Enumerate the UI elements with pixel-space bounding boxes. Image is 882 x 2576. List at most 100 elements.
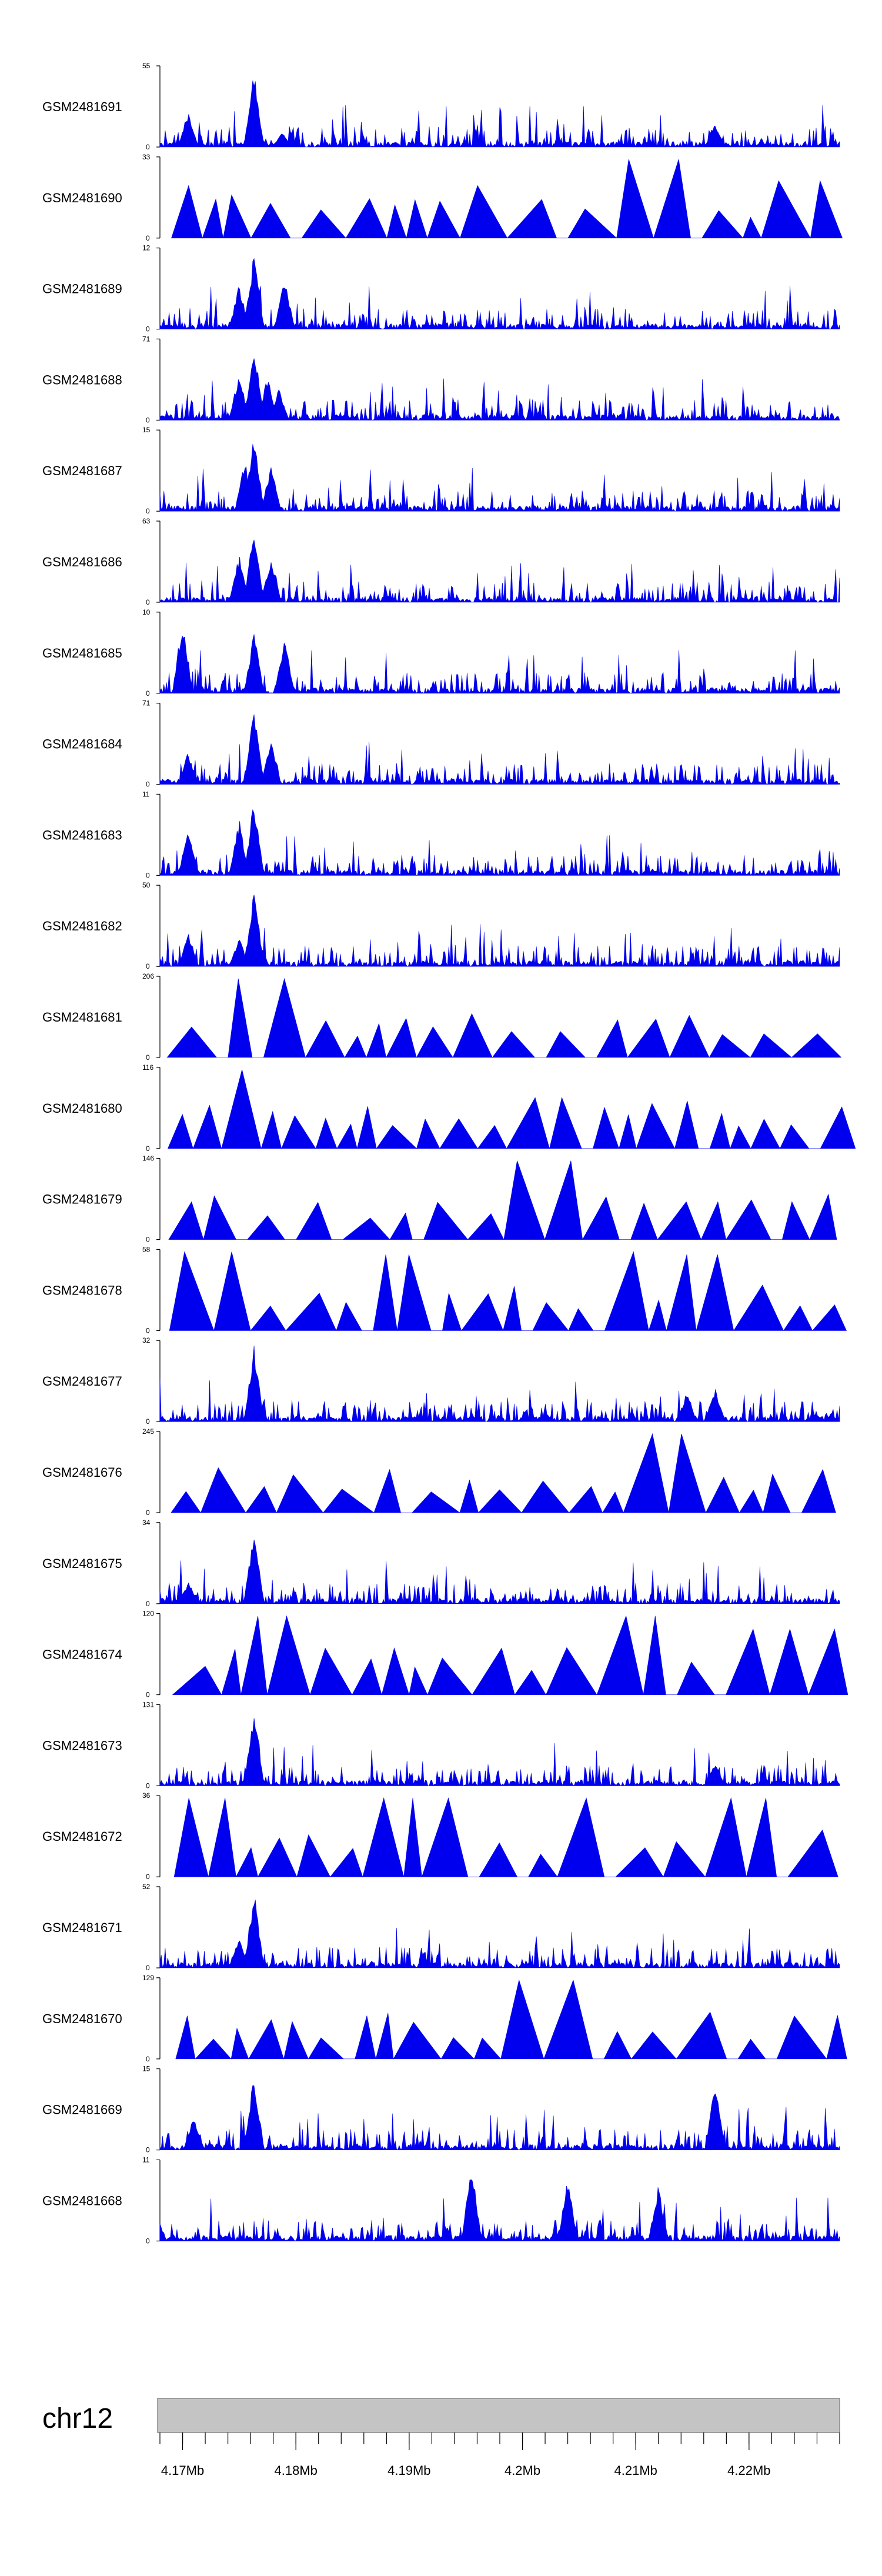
y-tick-label-max: 52 bbox=[142, 1883, 151, 1891]
y-tick-label-zero: 0 bbox=[146, 1509, 150, 1517]
y-tick-label-zero: 0 bbox=[146, 1600, 150, 1608]
signal-area bbox=[159, 1900, 840, 1968]
y-tick-label-zero: 0 bbox=[146, 2146, 150, 2154]
signal-area bbox=[159, 444, 840, 512]
y-tick-label-zero: 0 bbox=[146, 780, 150, 789]
y-tick-label-max: 63 bbox=[142, 517, 151, 525]
signal-area bbox=[171, 1433, 836, 1513]
track-GSM2481681: GSM2481681 206 0 bbox=[42, 972, 842, 1062]
track-GSM2481683: GSM2481683 11 0 bbox=[42, 790, 840, 879]
track-GSM2481671: GSM2481671 52 0 bbox=[42, 1883, 840, 1972]
track-GSM2481668: GSM2481668 11 0 bbox=[42, 2155, 840, 2245]
y-tick-label-zero: 0 bbox=[146, 143, 150, 151]
chromosome-label: chr12 bbox=[42, 2403, 113, 2434]
track-GSM2481689: GSM2481689 12 0 bbox=[42, 244, 840, 333]
y-tick-label-zero: 0 bbox=[146, 871, 150, 879]
y-tick-label-zero: 0 bbox=[146, 598, 150, 606]
y-tick-label-max: 55 bbox=[142, 62, 151, 70]
track-label: GSM2481691 bbox=[42, 99, 122, 114]
y-tick-label-max: 146 bbox=[142, 1154, 154, 1163]
y-tick-label-max: 15 bbox=[142, 2065, 151, 2073]
track-GSM2481688: GSM2481688 71 0 bbox=[42, 335, 840, 424]
signal-area bbox=[168, 1160, 837, 1240]
y-tick-label-zero: 0 bbox=[146, 1144, 150, 1153]
y-tick-label-max: 50 bbox=[142, 881, 151, 889]
y-tick-label-zero: 0 bbox=[146, 507, 150, 515]
track-GSM2481679: GSM2481679 146 0 bbox=[42, 1154, 837, 1244]
tracks: GSM2481691550GSM2481690330GSM2481689120G… bbox=[42, 62, 856, 2245]
signal-area bbox=[168, 1069, 856, 1149]
track-GSM2481691: GSM2481691 55 0 bbox=[42, 62, 840, 151]
track-label: GSM2481689 bbox=[42, 282, 122, 296]
track-label: GSM2481670 bbox=[42, 2011, 122, 2026]
track-label: GSM2481682 bbox=[42, 919, 122, 933]
x-tick-label: 4.17Mb bbox=[161, 2463, 204, 2478]
track-GSM2481677: GSM2481677 32 0 bbox=[42, 1336, 840, 1426]
y-tick-label-max: 116 bbox=[142, 1063, 153, 1072]
y-tick-label-zero: 0 bbox=[146, 1781, 150, 1790]
y-tick-label-max: 34 bbox=[142, 1519, 151, 1527]
signal-area bbox=[159, 2179, 840, 2242]
track-label: GSM2481686 bbox=[42, 555, 122, 569]
y-tick-label-zero: 0 bbox=[146, 1964, 150, 1972]
signal-area bbox=[172, 1615, 848, 1696]
track-GSM2481687: GSM2481687 15 0 bbox=[42, 426, 840, 515]
track-GSM2481686: GSM2481686 63 0 bbox=[42, 517, 840, 606]
track-label: GSM2481681 bbox=[42, 1010, 122, 1025]
signal-area bbox=[173, 1797, 838, 1878]
signal-area bbox=[159, 540, 840, 603]
signal-area bbox=[159, 1718, 840, 1787]
track-label: GSM2481688 bbox=[42, 372, 122, 387]
y-tick-label-max: 245 bbox=[142, 1427, 154, 1436]
track-GSM2481673: GSM2481673 131 0 bbox=[42, 1700, 840, 1790]
track-label: GSM2481668 bbox=[42, 2193, 122, 2208]
track-GSM2481682: GSM2481682 50 0 bbox=[42, 881, 840, 970]
signal-area bbox=[159, 895, 840, 967]
x-tick-label: 4.18Mb bbox=[275, 2463, 318, 2478]
y-tick-label-zero: 0 bbox=[146, 1053, 150, 1062]
y-tick-label-max: 33 bbox=[142, 153, 151, 161]
track-label: GSM2481674 bbox=[42, 1647, 122, 1662]
y-tick-label-max: 32 bbox=[142, 1336, 151, 1344]
track-label: GSM2481690 bbox=[42, 191, 122, 205]
y-tick-label-zero: 0 bbox=[146, 1326, 150, 1334]
y-tick-label-zero: 0 bbox=[146, 962, 150, 970]
y-tick-label-zero: 0 bbox=[146, 416, 150, 424]
signal-area bbox=[159, 2085, 840, 2151]
signal-area bbox=[159, 634, 840, 694]
y-tick-label-max: 10 bbox=[142, 608, 151, 616]
x-tick-label: 4.22Mb bbox=[727, 2463, 770, 2478]
signal-area bbox=[159, 809, 840, 876]
track-GSM2481684: GSM2481684 71 0 bbox=[42, 699, 840, 789]
track-label: GSM2481687 bbox=[42, 463, 122, 478]
x-tick-label: 4.19Mb bbox=[387, 2463, 430, 2478]
track-label: GSM2481684 bbox=[42, 737, 122, 752]
track-GSM2481669: GSM2481669 15 0 bbox=[42, 2065, 840, 2154]
y-tick-label-max: 12 bbox=[142, 244, 151, 252]
track-label: GSM2481675 bbox=[42, 1556, 122, 1571]
track-label: GSM2481685 bbox=[42, 646, 122, 660]
track-label: GSM2481678 bbox=[42, 1283, 122, 1297]
signal-area bbox=[159, 714, 840, 785]
track-label: GSM2481676 bbox=[42, 1465, 122, 1480]
x-axis: 4.17Mb 4.18Mb 4.19Mb 4.2Mb 4.21Mb 4.22Mb bbox=[159, 2432, 840, 2478]
signal-area bbox=[169, 1251, 847, 1332]
signal-area bbox=[159, 258, 840, 330]
track-GSM2481674: GSM2481674 120 0 bbox=[42, 1610, 848, 1699]
track-label: GSM2481683 bbox=[42, 827, 122, 842]
y-tick-label-max: 71 bbox=[142, 699, 151, 708]
x-tick-label: 4.21Mb bbox=[614, 2463, 657, 2478]
chromosome-band bbox=[157, 2398, 840, 2433]
y-tick-label-max: 71 bbox=[142, 335, 151, 343]
signal-area bbox=[159, 1540, 840, 1604]
chromosome-ideogram: chr12 bbox=[42, 2398, 840, 2434]
y-tick-label-zero: 0 bbox=[146, 1691, 150, 1699]
y-tick-label-zero: 0 bbox=[146, 325, 150, 333]
y-tick-label-max: 120 bbox=[142, 1610, 154, 1618]
track-label: GSM2481679 bbox=[42, 1192, 122, 1207]
track-GSM2481670: GSM2481670 129 0 bbox=[42, 1974, 847, 2063]
y-tick-label-zero: 0 bbox=[146, 234, 150, 242]
y-tick-label-zero: 0 bbox=[146, 2055, 150, 2063]
track-label: GSM2481669 bbox=[42, 2103, 122, 2117]
